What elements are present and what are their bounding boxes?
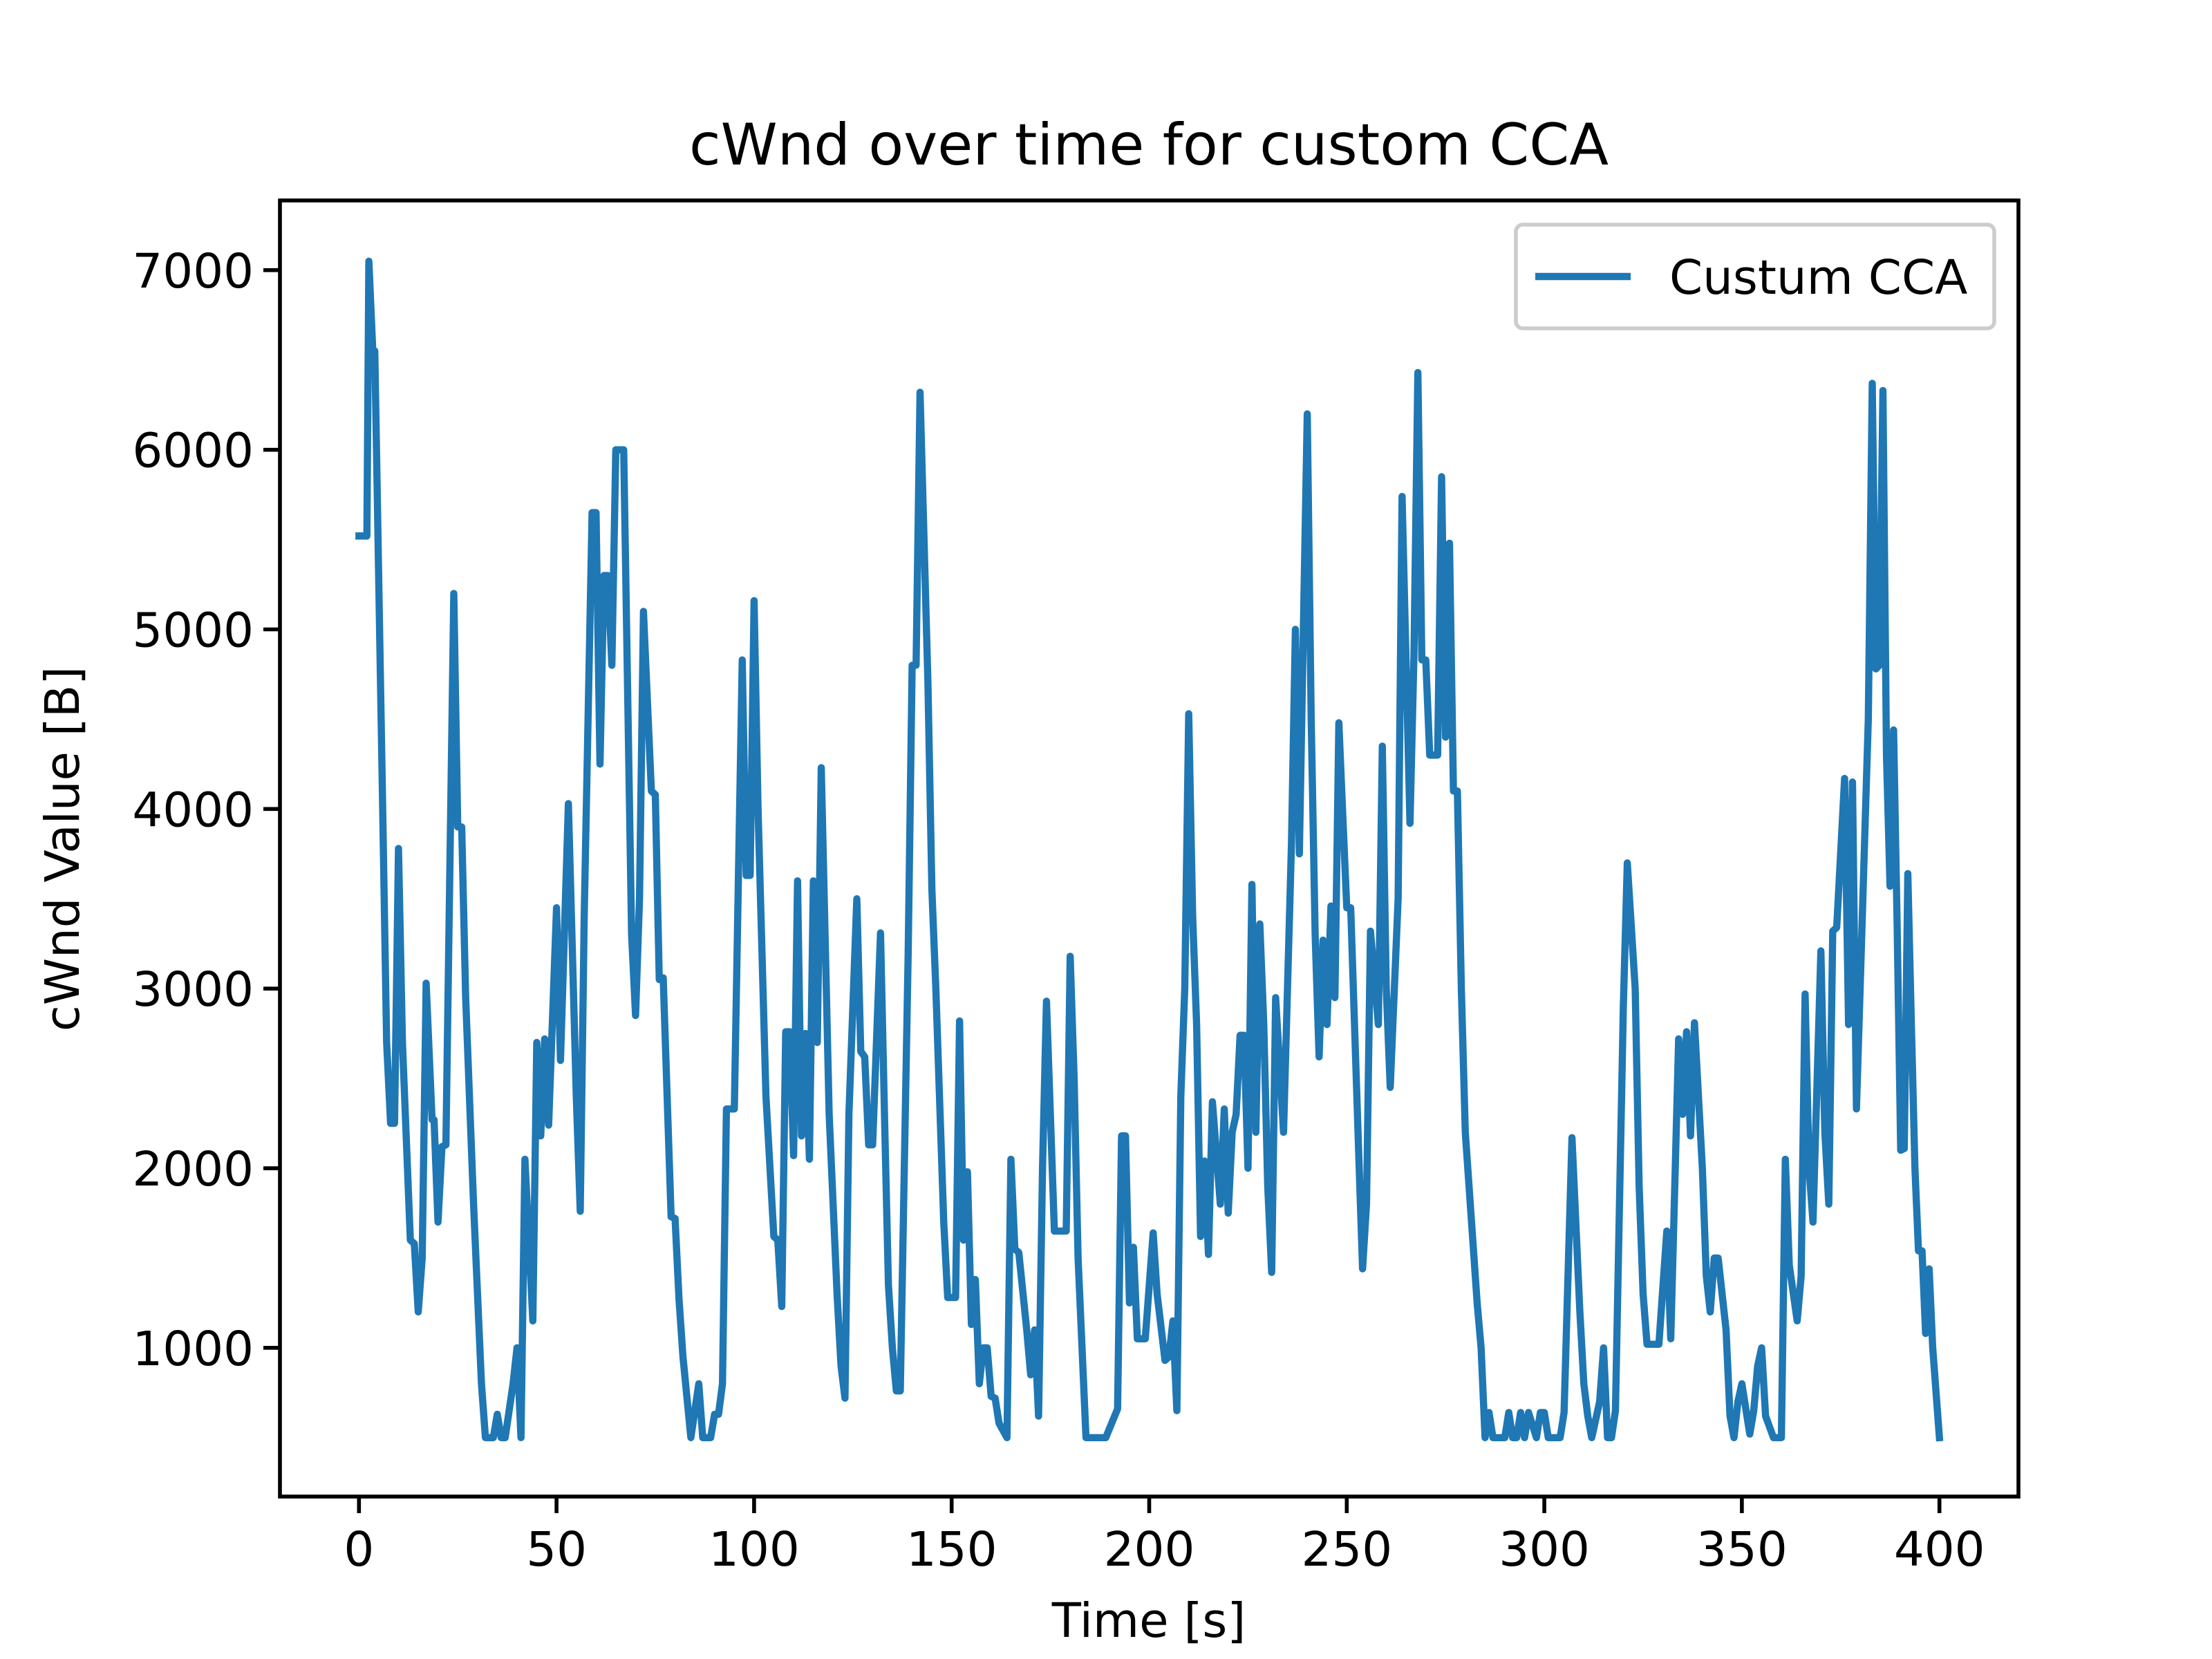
x-tick-label: 250: [1301, 1522, 1392, 1577]
y-tick-label: 1000: [132, 1322, 254, 1377]
x-tick-label: 300: [1499, 1522, 1590, 1577]
x-tick-label: 400: [1894, 1522, 1985, 1577]
x-axis-label: Time [s]: [1051, 1593, 1246, 1649]
x-tick-label: 150: [906, 1522, 997, 1577]
y-axis-label: cWnd Value [B]: [35, 666, 91, 1031]
data-line: [355, 257, 1944, 1442]
x-tick-label: 350: [1696, 1522, 1788, 1577]
legend-label: Custum CCA: [1669, 250, 1967, 306]
chart-title: cWnd over time for custom CCA: [689, 111, 1609, 178]
y-tick-label: 6000: [132, 424, 254, 479]
y-tick-label: 2000: [132, 1142, 254, 1197]
legend-box: [1514, 223, 1996, 330]
plot-frame: [278, 198, 2021, 1499]
y-tick-label: 5000: [132, 603, 254, 658]
x-tick-label: 100: [709, 1522, 800, 1577]
y-tick-label: 7000: [132, 244, 254, 299]
x-tick-label: 0: [344, 1522, 374, 1577]
y-tick-label: 3000: [132, 962, 254, 1018]
x-tick-label: 50: [526, 1522, 587, 1577]
y-tick-label: 4000: [132, 782, 254, 838]
x-tick-label: 200: [1104, 1522, 1195, 1577]
